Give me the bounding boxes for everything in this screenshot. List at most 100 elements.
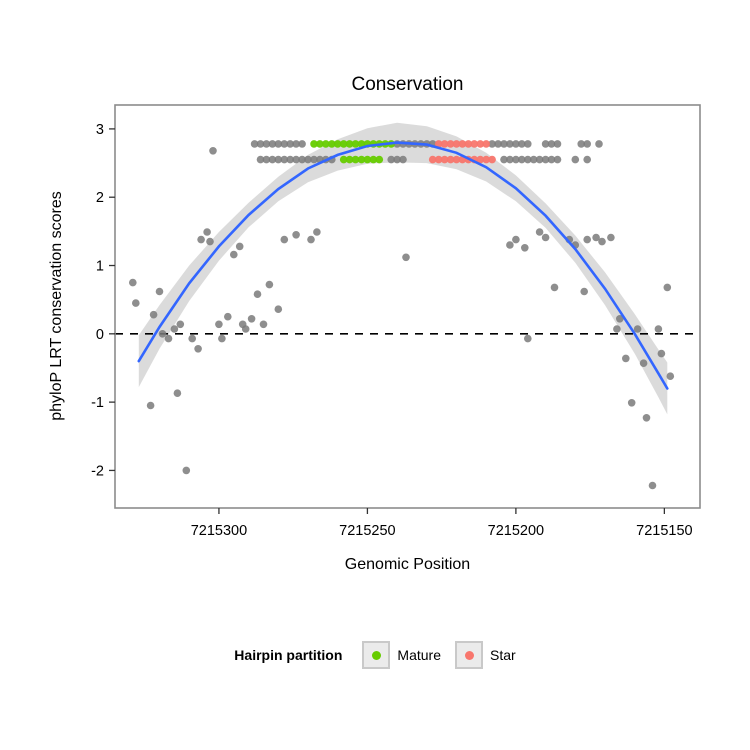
data-point	[535, 228, 544, 236]
mature-point	[339, 155, 348, 164]
x-axis-label: Genomic Position	[344, 556, 471, 573]
data-point	[286, 140, 295, 148]
data-point	[230, 250, 238, 259]
chart-title: Conservation	[351, 74, 464, 95]
legend-key-star	[455, 641, 483, 669]
data-point	[280, 155, 289, 164]
data-point	[313, 228, 321, 236]
data-point	[541, 233, 550, 242]
data-point	[595, 140, 603, 148]
data-point	[577, 140, 585, 148]
star-point	[452, 140, 461, 148]
data-point	[194, 345, 202, 353]
mature-point	[363, 155, 372, 164]
data-point	[155, 287, 164, 296]
star-point	[446, 155, 455, 164]
smooth-fit-line	[137, 141, 669, 390]
legend-title: Hairpin partition	[234, 647, 343, 663]
star-point	[482, 140, 491, 148]
data-point	[500, 140, 508, 148]
data-point	[158, 330, 167, 338]
data-point	[598, 237, 606, 246]
data-point	[512, 155, 520, 164]
data-point	[173, 389, 182, 398]
data-point	[307, 235, 315, 244]
data-point	[298, 140, 306, 148]
data-point	[524, 334, 532, 343]
mature-point	[316, 140, 324, 148]
star-point	[470, 140, 479, 148]
star-point	[476, 140, 485, 148]
data-point	[286, 155, 295, 164]
data-point	[547, 140, 556, 148]
data-point	[583, 235, 591, 244]
data-point	[500, 155, 508, 164]
confidence-ribbon	[138, 122, 668, 415]
data-point	[524, 140, 532, 148]
data-point	[506, 155, 514, 164]
data-point	[292, 231, 300, 239]
data-point	[262, 155, 271, 164]
star-point	[440, 155, 449, 164]
panel-border	[114, 104, 701, 509]
data-point	[256, 140, 265, 148]
y-tick-label: -1	[91, 395, 104, 411]
data-point	[583, 140, 591, 148]
data-point	[633, 325, 642, 333]
data-point	[387, 155, 396, 164]
data-point	[541, 155, 550, 164]
mature-point	[322, 140, 330, 148]
data-point	[613, 325, 621, 333]
data-point	[535, 155, 544, 164]
y-tick-label: -2	[91, 463, 104, 479]
star-point	[440, 140, 449, 148]
data-point	[541, 140, 550, 148]
data-point	[666, 372, 675, 381]
data-point	[518, 140, 526, 148]
data-point	[310, 155, 318, 164]
x-tick-label: 7215150	[636, 523, 692, 539]
legend-item-mature: Mature	[362, 641, 441, 669]
mature-point	[333, 140, 342, 148]
data-point	[256, 155, 265, 164]
mature-point	[310, 140, 318, 148]
star-point	[428, 155, 437, 164]
mature-point	[328, 140, 336, 148]
data-point	[203, 228, 211, 236]
data-point	[553, 155, 562, 164]
data-point	[524, 155, 532, 164]
star-point	[464, 140, 473, 148]
data-point	[553, 140, 562, 148]
data-point	[262, 140, 271, 148]
data-point	[292, 155, 300, 164]
mature-point	[369, 155, 378, 164]
data-point	[253, 290, 262, 299]
data-point	[654, 325, 663, 333]
data-point	[304, 155, 312, 164]
mature-point	[351, 140, 360, 148]
star-point	[434, 155, 443, 164]
data-point	[176, 320, 185, 329]
mature-point	[375, 155, 384, 164]
data-point	[274, 305, 283, 314]
x-tick-label: 7215200	[488, 523, 544, 539]
data-point	[657, 349, 666, 358]
data-point	[616, 315, 624, 323]
y-tick-label: 3	[96, 122, 104, 138]
data-point	[571, 155, 580, 164]
legend: Hairpin partition Mature Star	[0, 641, 750, 669]
data-point	[268, 155, 277, 164]
data-point	[648, 481, 657, 490]
star-point	[482, 155, 491, 164]
data-point	[149, 310, 158, 319]
data-point	[622, 354, 630, 363]
data-point	[265, 280, 274, 289]
data-point	[399, 155, 407, 164]
data-point	[298, 155, 306, 164]
legend-item-star: Star	[455, 641, 516, 669]
data-point	[607, 233, 615, 242]
legend-label-mature: Mature	[397, 647, 441, 663]
data-point	[170, 325, 179, 333]
star-point	[488, 155, 496, 164]
